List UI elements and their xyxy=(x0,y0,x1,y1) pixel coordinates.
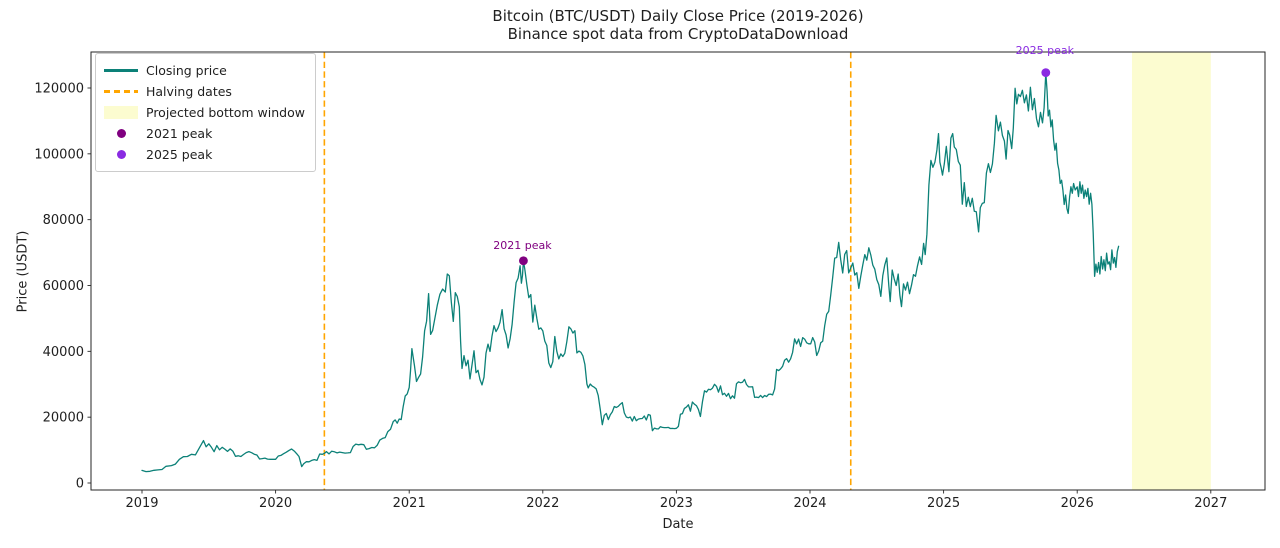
y-tick-label: 60000 xyxy=(43,279,84,294)
axis-ticks: 2019 2020 2021 2022 2023 2024 2025 2026 2027 0 200… xyxy=(34,82,1227,512)
plot-border xyxy=(90,51,1266,491)
projected-bottom-window xyxy=(1131,52,1211,490)
peak-annotations: 2021 peak 2025 peak xyxy=(493,44,1074,252)
x-tick-label: 2026 xyxy=(1061,496,1094,511)
peak-marker-dot xyxy=(519,256,528,266)
legend-entry-halving-dates: Halving dates xyxy=(104,81,305,102)
x-tick-label: 2023 xyxy=(660,496,693,511)
legend-entry-2021-peak: 2021 peak xyxy=(104,123,305,144)
chart-subtitle: Binance spot data from CryptoDataDownloa… xyxy=(507,25,849,43)
halving-date-lines xyxy=(323,52,852,490)
legend-label: Projected bottom window xyxy=(146,105,305,120)
legend-entry-bottom-window: Projected bottom window xyxy=(104,102,305,123)
halving-dashed-line-icon xyxy=(104,90,138,93)
peak-annotation-text: 2025 peak xyxy=(1016,44,1075,57)
peak-markers xyxy=(519,68,1051,266)
x-tick-label: 2024 xyxy=(793,496,826,511)
closing-price-line-icon xyxy=(104,69,138,72)
x-tick-label: 2020 xyxy=(259,496,292,511)
legend-label: 2025 peak xyxy=(146,147,213,162)
x-tick-label: 2022 xyxy=(526,496,559,511)
x-tick-label: 2027 xyxy=(1194,496,1227,511)
y-tick-label: 100000 xyxy=(34,147,84,162)
legend-label: Halving dates xyxy=(146,84,232,99)
legend: Closing price Halving dates Projected bo… xyxy=(95,53,316,172)
projected-bottom-window-band xyxy=(1131,52,1211,490)
y-tick-label: 80000 xyxy=(43,213,84,228)
peak-2025-dot-icon xyxy=(104,150,138,159)
chart-title-block: Bitcoin (BTC/USDT) Daily Close Price (20… xyxy=(91,7,1265,43)
legend-entry-closing-price: Closing price xyxy=(104,60,305,81)
y-tick-label: 40000 xyxy=(43,345,84,360)
y-tick-label: 0 xyxy=(76,477,84,492)
y-tick-label: 20000 xyxy=(43,411,84,426)
x-tick-label: 2019 xyxy=(125,496,158,511)
x-tick-label: 2025 xyxy=(927,496,960,511)
legend-label: Closing price xyxy=(146,63,227,78)
legend-entry-2025-peak: 2025 peak xyxy=(104,144,305,165)
y-axis-label: Price (USDT) xyxy=(15,230,31,313)
peak-marker-dot xyxy=(1041,68,1051,78)
x-tick-label: 2021 xyxy=(393,496,426,511)
y-tick-label: 120000 xyxy=(34,82,84,97)
x-axis-label: Date xyxy=(662,517,694,532)
bottom-window-patch-icon xyxy=(104,106,138,119)
chart-title: Bitcoin (BTC/USDT) Daily Close Price (20… xyxy=(492,7,864,25)
peak-annotation-text: 2021 peak xyxy=(493,239,552,252)
closing-price-line xyxy=(141,72,1120,473)
closing-price-polyline xyxy=(141,72,1120,473)
legend-label: 2021 peak xyxy=(146,126,213,141)
peak-2021-dot-icon xyxy=(104,129,138,138)
